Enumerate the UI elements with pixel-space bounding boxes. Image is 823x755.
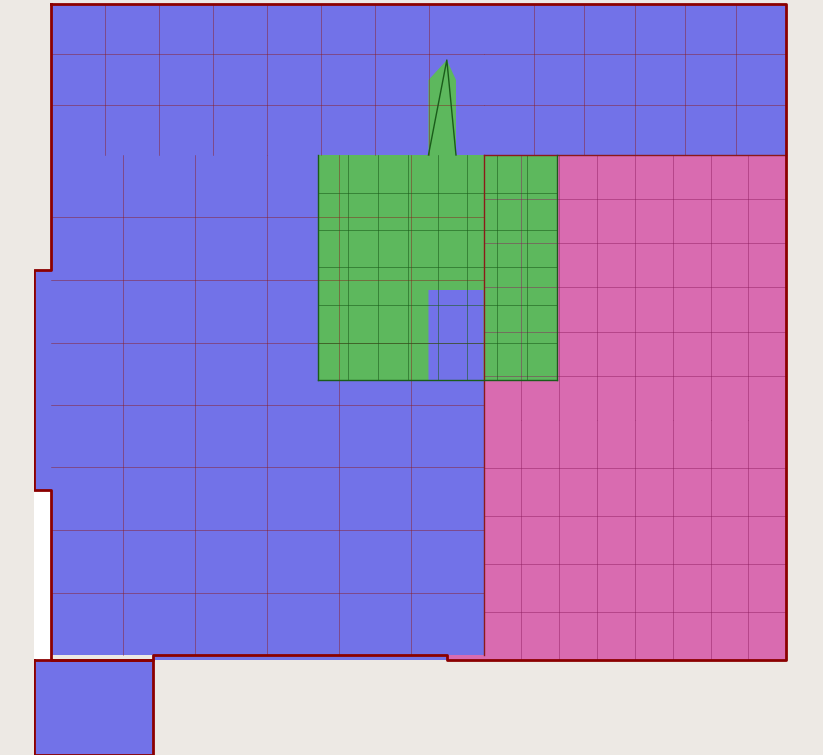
Polygon shape bbox=[34, 270, 153, 755]
Polygon shape bbox=[34, 4, 786, 660]
Polygon shape bbox=[34, 660, 153, 755]
Polygon shape bbox=[447, 155, 786, 660]
Polygon shape bbox=[319, 60, 557, 380]
